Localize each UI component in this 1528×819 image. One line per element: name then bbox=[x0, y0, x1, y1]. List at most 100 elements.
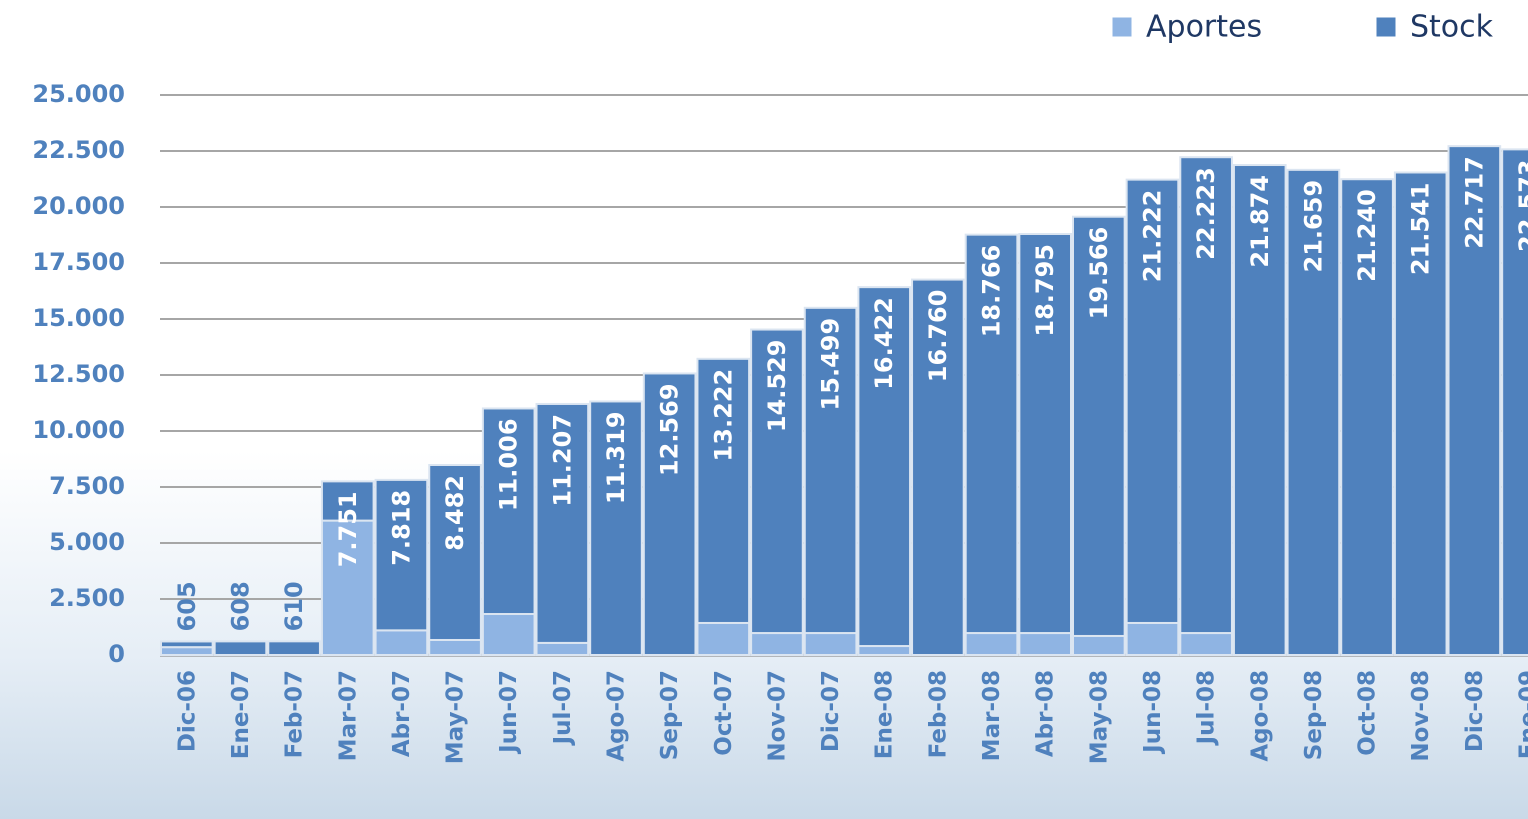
x-tick-label: Oct-08 bbox=[1355, 670, 1381, 756]
data-label: 8.482 bbox=[441, 475, 469, 551]
data-label: 21.659 bbox=[1299, 180, 1327, 273]
x-tick-label: Abr-08 bbox=[1033, 670, 1059, 757]
x-tick-label: Ene-09 bbox=[1516, 670, 1528, 759]
bar-segment bbox=[911, 278, 965, 656]
bar-segment bbox=[750, 632, 804, 656]
bar-segment bbox=[374, 629, 429, 656]
bar-segment bbox=[696, 621, 751, 657]
data-label: 11.006 bbox=[495, 418, 523, 511]
bar-segment bbox=[374, 478, 429, 632]
x-tick-label: Feb-07 bbox=[282, 670, 308, 758]
x-tick-label: Ene-07 bbox=[228, 670, 254, 759]
x-tick-label: May-07 bbox=[443, 670, 469, 764]
y-tick-label: 15.000 bbox=[32, 304, 125, 332]
x-tick-label: Jul-07 bbox=[550, 670, 576, 746]
bar-segment bbox=[857, 286, 912, 648]
bar-segment bbox=[481, 407, 536, 616]
x-tick-label: Oct-07 bbox=[711, 670, 737, 756]
data-label: 15.499 bbox=[817, 318, 845, 411]
bar-segment bbox=[964, 233, 1019, 635]
data-label: 608 bbox=[226, 581, 254, 631]
bar-segment bbox=[1072, 634, 1126, 657]
bar-segment bbox=[320, 519, 375, 656]
bar-segment bbox=[481, 613, 536, 656]
bar-segment bbox=[696, 357, 751, 624]
data-label: 14.529 bbox=[763, 340, 791, 433]
bar-segment bbox=[320, 480, 375, 522]
bar-segment bbox=[535, 402, 590, 644]
y-tick-label: 12.500 bbox=[32, 360, 125, 388]
data-label: 7.751 bbox=[334, 491, 362, 567]
y-tick-label: 25.000 bbox=[32, 80, 125, 108]
x-tick-label: Jun-08 bbox=[1140, 670, 1166, 755]
data-label: 18.766 bbox=[978, 245, 1006, 338]
data-label: 21.541 bbox=[1407, 182, 1435, 275]
bar-segment bbox=[1393, 171, 1448, 656]
bar-segment bbox=[1072, 215, 1126, 637]
data-label: 22.223 bbox=[1192, 167, 1220, 260]
x-tick-label: Dic-08 bbox=[1462, 670, 1488, 752]
x-tick-label: Abr-07 bbox=[389, 670, 415, 757]
data-label: 18.795 bbox=[1031, 244, 1059, 337]
data-label: 19.566 bbox=[1085, 227, 1113, 320]
bar-segment bbox=[160, 640, 214, 649]
bar-segment bbox=[1179, 156, 1233, 635]
bar-segment bbox=[160, 646, 214, 656]
legend-label: Aportes bbox=[1146, 10, 1262, 45]
bar-segment bbox=[642, 372, 697, 656]
bar-segment bbox=[428, 464, 482, 641]
bar-segment bbox=[1447, 145, 1502, 657]
y-tick-label: 5.000 bbox=[49, 528, 125, 556]
x-tick-label: Feb-08 bbox=[925, 670, 951, 758]
x-tick-label: Nov-08 bbox=[1408, 670, 1434, 762]
bar-segment bbox=[1232, 164, 1287, 656]
x-tick-label: Sep-07 bbox=[657, 670, 683, 760]
bar-segment bbox=[1501, 148, 1528, 656]
data-label: 605 bbox=[173, 581, 201, 631]
legend-label: Stock bbox=[1410, 10, 1494, 45]
data-label: 11.207 bbox=[548, 414, 576, 507]
data-label: 21.222 bbox=[1138, 190, 1166, 283]
bar-segment bbox=[1018, 632, 1073, 656]
bar-segment bbox=[1179, 632, 1233, 656]
x-tick-label: Sep-08 bbox=[1301, 670, 1327, 760]
bar-segment bbox=[857, 645, 912, 656]
x-tick-label: Ago-08 bbox=[1247, 670, 1273, 762]
x-tick-label: Jun-07 bbox=[496, 670, 522, 755]
data-label: 11.319 bbox=[602, 411, 630, 504]
data-label: 610 bbox=[280, 581, 308, 631]
y-tick-label: 17.500 bbox=[32, 248, 125, 276]
legend-swatch bbox=[1111, 16, 1133, 38]
y-tick-label: 0 bbox=[108, 640, 125, 668]
legend-swatch bbox=[1375, 16, 1397, 38]
x-tick-label: Nov-07 bbox=[764, 670, 790, 762]
data-label: 13.222 bbox=[709, 369, 737, 462]
bar-segment bbox=[428, 638, 482, 657]
data-label: 7.818 bbox=[387, 490, 415, 566]
bar-segment bbox=[535, 641, 590, 656]
bar-segment bbox=[213, 640, 268, 656]
bar-segment bbox=[1286, 168, 1341, 656]
data-label: 12.569 bbox=[656, 383, 684, 476]
x-tick-label: Ago-07 bbox=[604, 670, 630, 762]
bar-segment bbox=[803, 632, 858, 656]
bar-segment bbox=[267, 640, 321, 656]
bar-segment bbox=[964, 632, 1019, 656]
bar-segment bbox=[1125, 621, 1180, 657]
data-label: 16.422 bbox=[870, 297, 898, 390]
x-tick-label: Ene-08 bbox=[872, 670, 898, 759]
bar-segment bbox=[589, 400, 643, 656]
x-tick-label: Mar-07 bbox=[335, 670, 361, 761]
data-label: 22.717 bbox=[1460, 156, 1488, 249]
bar-segment bbox=[1340, 178, 1394, 656]
y-tick-label: 22.500 bbox=[32, 136, 125, 164]
bar-segment bbox=[803, 306, 858, 635]
y-tick-label: 20.000 bbox=[32, 192, 125, 220]
x-tick-label: Dic-06 bbox=[174, 670, 200, 752]
bar-segment bbox=[1018, 232, 1073, 635]
x-tick-label: Jul-08 bbox=[1194, 670, 1220, 746]
y-tick-label: 7.500 bbox=[49, 472, 125, 500]
x-tick-label: Dic-07 bbox=[818, 670, 844, 752]
data-label: 22.573 bbox=[1514, 159, 1528, 252]
